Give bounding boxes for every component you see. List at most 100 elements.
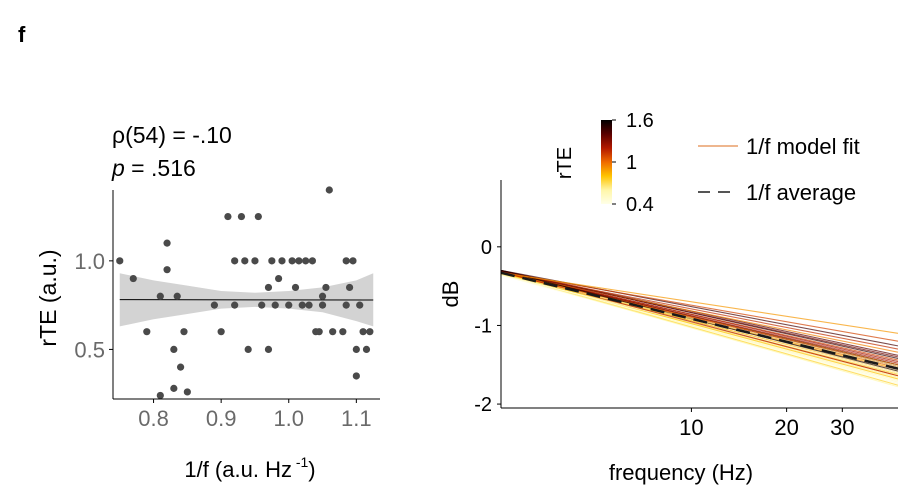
scatter-points bbox=[116, 186, 374, 400]
left-y-axis-label: rTE (a.u.) bbox=[35, 249, 61, 346]
scatter-point bbox=[339, 328, 347, 336]
colorbar-tick-label: 1 bbox=[626, 152, 637, 174]
scatter-point bbox=[315, 328, 323, 336]
average-line bbox=[501, 271, 898, 370]
scatter-point bbox=[156, 391, 164, 400]
scatter-point bbox=[231, 257, 239, 265]
scatter-point bbox=[318, 301, 327, 309]
colorbar-ticks: 1.6 1 0.4 bbox=[612, 110, 654, 216]
scatter-point bbox=[237, 212, 246, 221]
stat-rho: ρ(54) = -.10 bbox=[112, 122, 232, 148]
scatter-point bbox=[342, 257, 350, 265]
colorbar: rTE 1.6 1 0.4 bbox=[554, 110, 654, 216]
scatter-point bbox=[345, 283, 354, 292]
stat-p-value: = .516 bbox=[125, 155, 196, 181]
scatter-point bbox=[251, 257, 259, 265]
scatter-point bbox=[359, 328, 367, 336]
left-scatter-panel: ρ(54) = -.10 p = .516 0.5 1.0 0.8 0.9 1.0 1.… bbox=[35, 122, 380, 482]
model-fit-line bbox=[501, 270, 898, 358]
model-fit-lines bbox=[501, 269, 898, 388]
scatter-point bbox=[254, 212, 262, 221]
scatter-point bbox=[244, 345, 252, 354]
scatter-point bbox=[302, 257, 310, 265]
scatter-point bbox=[116, 257, 124, 265]
scatter-point bbox=[180, 328, 188, 336]
scatter-point bbox=[352, 345, 360, 354]
scatter-point bbox=[170, 345, 178, 354]
scatter-point bbox=[305, 301, 313, 309]
right-x-tick-label: 10 bbox=[679, 415, 703, 440]
left-x-tick-label: 0.9 bbox=[206, 406, 237, 431]
colorbar-tick-label: 0.4 bbox=[626, 194, 654, 216]
scatter-point bbox=[268, 257, 276, 265]
left-x-label-superscript: -1 bbox=[292, 454, 309, 470]
left-x-tick-label: 1.1 bbox=[341, 406, 372, 431]
right-y-axis-label: dB bbox=[438, 281, 463, 308]
colorbar-label: rTE bbox=[554, 147, 576, 179]
scatter-point bbox=[176, 363, 185, 371]
legend: 1/f model fit 1/f average bbox=[698, 134, 860, 205]
right-y-tick-label: -1 bbox=[474, 315, 492, 337]
scatter-point bbox=[163, 239, 171, 247]
right-spectrum-panel: 0-1-2 10 20 30 dB frequency (Hz) rTE 1.610… bbox=[438, 110, 898, 485]
scatter-point bbox=[366, 328, 374, 336]
scatter-point bbox=[258, 301, 266, 309]
model-fit-line bbox=[501, 272, 898, 353]
scatter-point bbox=[308, 257, 317, 265]
scatter-point bbox=[295, 257, 303, 265]
scatter-point bbox=[278, 257, 286, 265]
right-y-tick-label: 0 bbox=[481, 237, 492, 259]
scatter-point bbox=[271, 301, 279, 309]
legend-label: 1/f average bbox=[746, 180, 856, 205]
scatter-point bbox=[298, 301, 306, 309]
legend-label: 1/f model fit bbox=[746, 134, 860, 159]
scatter-point bbox=[173, 292, 181, 300]
right-y-tick-label: -2 bbox=[474, 394, 492, 416]
scatter-point bbox=[285, 301, 293, 309]
colorbar-bar bbox=[601, 120, 612, 204]
scatter-point bbox=[329, 328, 337, 336]
left-x-tick-label: 1.0 bbox=[273, 406, 304, 431]
stat-p-var: p bbox=[111, 155, 125, 181]
colorbar-tick-label: 1.6 bbox=[626, 110, 654, 132]
scatter-point bbox=[322, 283, 330, 292]
left-x-axis-label: 1/f (a.u. Hz -1) bbox=[184, 454, 315, 482]
scatter-point bbox=[129, 274, 137, 283]
left-x-tick-label: 0.8 bbox=[138, 406, 169, 431]
right-x-ticks: 10 20 30 bbox=[679, 408, 855, 440]
left-x-ticks: 0.8 0.9 1.0 1.1 bbox=[138, 399, 372, 431]
scatter-point bbox=[217, 328, 225, 336]
model-fit-line bbox=[501, 272, 898, 366]
scatter-point bbox=[231, 301, 239, 309]
panel-label: f bbox=[18, 22, 26, 47]
right-x-axis-label: frequency (Hz) bbox=[609, 460, 753, 485]
model-fit-line bbox=[501, 272, 898, 380]
left-y-tick-label: 0.5 bbox=[74, 337, 105, 362]
left-y-ticks: 0.5 1.0 bbox=[74, 249, 113, 362]
left-y-tick-label: 1.0 bbox=[74, 249, 105, 274]
scatter-point bbox=[349, 257, 357, 265]
scatter-point bbox=[241, 257, 249, 265]
scatter-point bbox=[170, 384, 178, 392]
scatter-point bbox=[183, 388, 191, 396]
model-fit-line bbox=[501, 271, 898, 350]
scatter-point bbox=[352, 372, 360, 380]
right-x-tick-label: 20 bbox=[774, 415, 798, 440]
right-x-tick-label: 30 bbox=[830, 415, 854, 440]
scatter-point bbox=[210, 301, 218, 309]
scatter-point bbox=[163, 266, 171, 274]
scatter-point bbox=[156, 292, 164, 300]
stat-p: p = .516 bbox=[111, 155, 196, 181]
right-y-ticks: 0 -1 -2 bbox=[474, 237, 501, 416]
scatter-point bbox=[318, 292, 327, 300]
scatter-point bbox=[264, 283, 273, 292]
scatter-point bbox=[224, 212, 232, 221]
scatter-point bbox=[356, 301, 364, 309]
left-x-label-close: ) bbox=[308, 457, 315, 482]
scatter-point bbox=[291, 283, 300, 292]
scatter-point bbox=[264, 345, 273, 354]
scatter-point bbox=[325, 186, 333, 194]
scatter-point bbox=[143, 328, 151, 336]
scatter-point bbox=[288, 257, 296, 265]
